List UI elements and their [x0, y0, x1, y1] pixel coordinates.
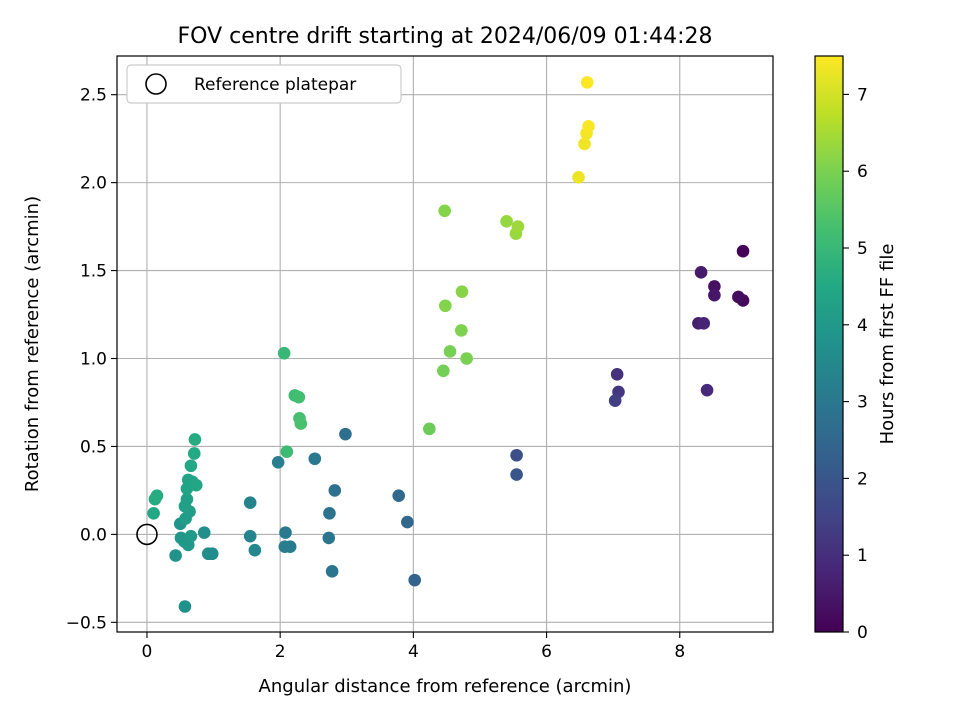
data-point [736, 244, 750, 258]
data-point [439, 299, 452, 313]
data-point [323, 506, 336, 520]
y-tick-label: 2.5 [80, 86, 107, 106]
colorbar-tick-label: 4 [857, 316, 868, 336]
y-tick-label: 0.0 [80, 525, 107, 545]
data-point [423, 422, 436, 436]
data-point [180, 492, 194, 506]
data-point [511, 220, 525, 233]
data-point [455, 324, 468, 337]
x-tick-label: 0 [142, 642, 153, 662]
colorbar-gradient [814, 55, 844, 633]
data-point [443, 345, 457, 358]
grid-lines [117, 56, 773, 632]
data-point [189, 478, 203, 492]
y-axis-ticks: −0.5 0.0 0.5 1.0 1.5 2.0 2.5 [66, 86, 117, 633]
colorbar-tick-label: 3 [857, 393, 868, 413]
data-point [150, 489, 164, 502]
data-point [708, 288, 721, 302]
colorbar-tick-label: 7 [857, 85, 868, 105]
data-point [578, 137, 591, 151]
legend-box [126, 64, 402, 104]
data-point [328, 484, 342, 497]
legend-marker [145, 73, 167, 95]
x-tick-label: 4 [408, 642, 419, 662]
data-point [339, 427, 352, 441]
data-point [500, 215, 513, 228]
data-point [708, 280, 721, 293]
data-point [582, 120, 595, 133]
data-point [580, 76, 594, 89]
x-axis-ticks: 0 2 4 6 8 [142, 632, 685, 662]
data-point [292, 390, 306, 404]
y-tick-label: 1.5 [80, 262, 107, 282]
colorbar-label: Hours from first FF file [877, 244, 898, 445]
data-point [271, 455, 285, 469]
data-point [460, 352, 473, 365]
data-point [455, 285, 469, 298]
data-point [243, 496, 257, 510]
data-point [279, 526, 292, 539]
data-point [184, 529, 198, 543]
data-point [401, 515, 414, 529]
x-tick-label: 2 [275, 642, 286, 662]
data-point [694, 266, 708, 279]
colorbar-tick-label: 1 [857, 546, 868, 566]
data-point [322, 531, 336, 545]
colorbar-tick-label: 6 [857, 162, 868, 182]
data-point [294, 417, 308, 430]
chart-title: FOV centre drift starting at 2024/06/09 … [178, 24, 713, 49]
data-point [572, 171, 585, 184]
x-tick-label: 6 [541, 642, 552, 662]
data-point [169, 549, 182, 562]
colorbar-tick-label: 5 [857, 239, 868, 259]
y-axis-label: Rotation from reference (arcmin) [22, 196, 43, 492]
x-tick-label: 8 [674, 642, 685, 662]
y-tick-label: 2.0 [80, 174, 107, 194]
data-point [201, 547, 215, 561]
data-point [408, 573, 421, 587]
data-point [437, 364, 450, 378]
scatter-points [147, 76, 750, 613]
data-point [243, 529, 257, 543]
colorbar-tick-label: 2 [857, 469, 868, 489]
reference-marker [136, 523, 158, 546]
x-axis-label: Angular distance from reference (arcmin) [259, 676, 632, 697]
data-point [697, 317, 711, 330]
y-tick-label: −0.5 [66, 613, 107, 633]
colorbar-tick-label: 0 [857, 623, 868, 643]
data-point [178, 600, 192, 613]
data-point [308, 452, 322, 466]
data-point [188, 433, 202, 446]
legend: Reference platepar [126, 64, 402, 104]
data-point [510, 468, 523, 481]
plot-frame [116, 55, 774, 633]
data-point [610, 368, 624, 381]
colorbar: 0 1 2 3 4 5 6 7 Hours from first FF file [814, 55, 898, 643]
data-point [700, 383, 714, 397]
data-point [278, 540, 292, 553]
data-point [280, 445, 294, 459]
data-point [248, 543, 262, 557]
y-tick-label: 1.0 [80, 350, 107, 370]
data-point [438, 204, 451, 218]
data-point [510, 448, 523, 462]
data-point [325, 565, 339, 578]
legend-label: Reference platepar [194, 75, 356, 95]
data-point [732, 290, 745, 304]
data-point [184, 459, 198, 473]
data-point [608, 394, 622, 408]
y-tick-label: 0.5 [80, 437, 107, 457]
data-point [197, 526, 211, 539]
data-point [392, 489, 406, 502]
data-point [277, 346, 291, 360]
data-point [147, 506, 160, 520]
data-point [187, 447, 201, 460]
colorbar-ticks: 0 1 2 3 4 5 6 7 [843, 85, 868, 643]
